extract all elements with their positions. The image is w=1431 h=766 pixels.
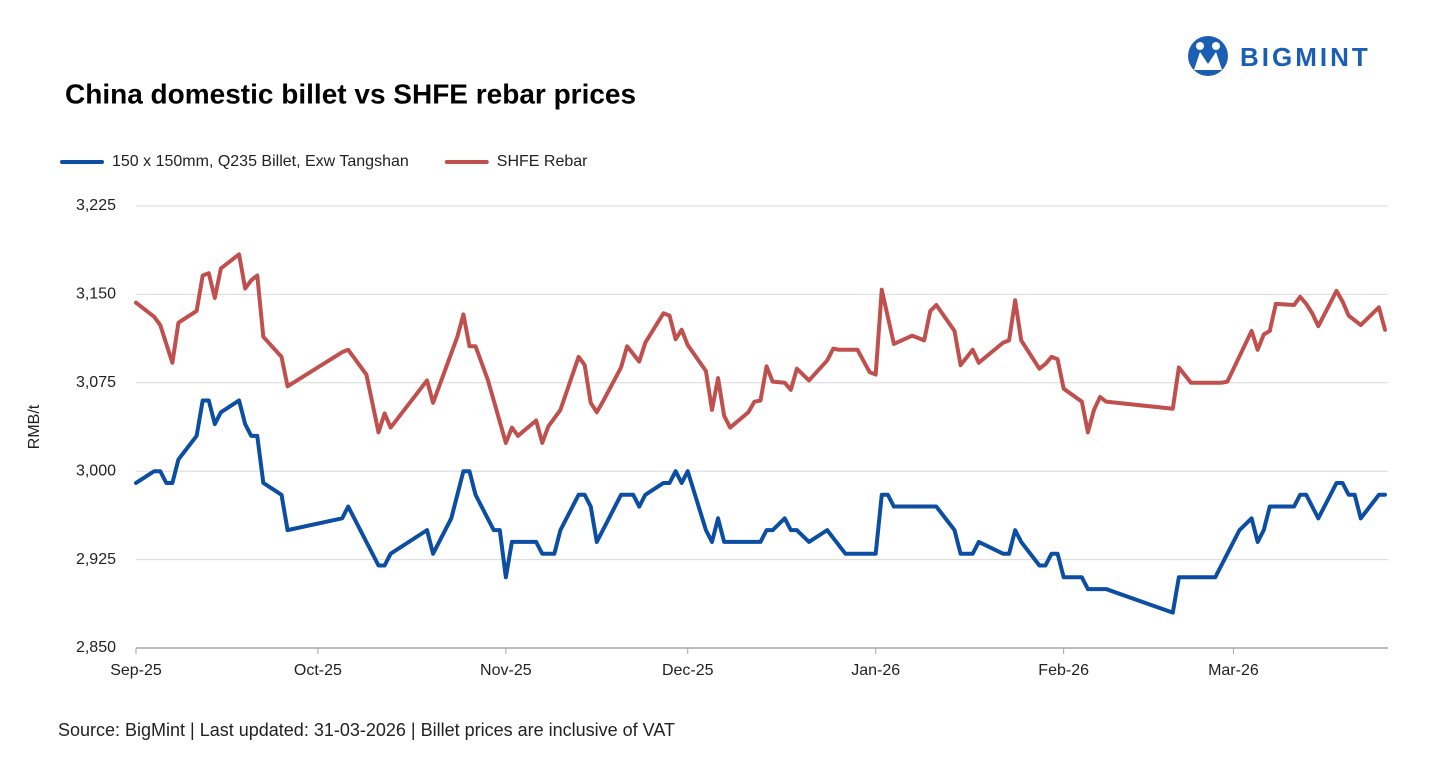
chart-title: China domestic billet vs SHFE rebar pric… xyxy=(65,78,636,109)
y-tick-label: 3,000 xyxy=(76,462,116,479)
legend-label: 150 x 150mm, Q235 Billet, Exw Tangshan xyxy=(112,153,409,170)
y-tick-label: 3,075 xyxy=(76,374,116,391)
series-line xyxy=(134,398,1387,615)
x-tick-label: Jan-26 xyxy=(851,662,900,679)
y-tick-label: 2,850 xyxy=(76,639,116,656)
x-tick-label: Nov-25 xyxy=(480,662,532,679)
x-tick-label: Oct-25 xyxy=(294,662,342,679)
x-tick-label: Mar-26 xyxy=(1208,662,1259,679)
y-tick-label: 3,225 xyxy=(76,197,116,214)
x-tick-label: Sep-25 xyxy=(110,662,162,679)
legend-label: SHFE Rebar xyxy=(497,153,588,170)
series-line xyxy=(134,252,1387,445)
x-tick-label: Dec-25 xyxy=(662,662,714,679)
logo-text: BIGMINT xyxy=(1240,42,1371,72)
x-tick-label: Feb-26 xyxy=(1038,662,1089,679)
y-tick-label: 3,150 xyxy=(76,286,116,303)
y-axis-label: RMB/t xyxy=(26,404,43,449)
logo-icon xyxy=(1188,36,1228,76)
source-note: Source: BigMint | Last updated: 31-03-20… xyxy=(58,720,675,740)
y-tick-label: 2,925 xyxy=(76,551,116,568)
